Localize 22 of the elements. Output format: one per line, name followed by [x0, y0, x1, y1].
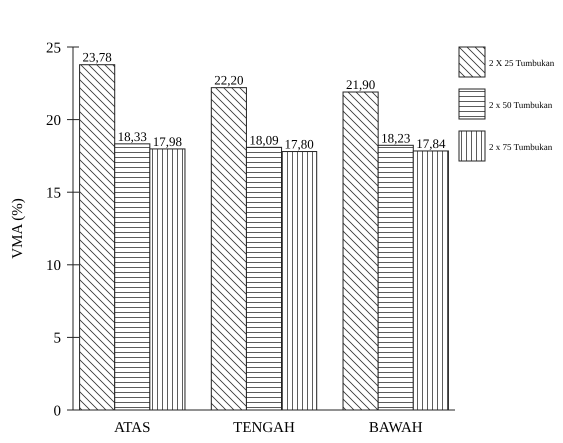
data-label: 18,33	[118, 128, 147, 144]
data-label: 17,84	[416, 136, 446, 151]
data-label: 21,90	[346, 77, 376, 92]
x-tick-label: BAWAH	[368, 420, 423, 436]
x-tick-label: ATAS	[114, 420, 150, 436]
y-tick-label: 25	[46, 40, 61, 56]
y-axis-title: VMA (%)	[10, 198, 26, 259]
y-tick-label: 10	[46, 258, 61, 274]
y-tick-label: 5	[54, 330, 61, 347]
x-tick-label: TENGAH	[233, 420, 295, 436]
data-label: 18,23	[381, 130, 410, 146]
y-tick-label: 20	[46, 112, 61, 129]
data-label: 17,80	[284, 136, 314, 152]
data-label: 17,98	[152, 134, 182, 149]
text: 2 X 25 Tumbukan	[489, 58, 555, 68]
y-tick-label: 0	[54, 403, 61, 420]
y-tick-label: 15	[46, 185, 61, 202]
data-label: 22,20	[214, 72, 244, 88]
data-label: 23,78	[82, 50, 112, 65]
text: 2 x 50 Tumbukan	[489, 100, 553, 110]
text: 2 x 75 Tumbukan	[489, 142, 553, 152]
data-label: 18,09	[249, 132, 279, 148]
